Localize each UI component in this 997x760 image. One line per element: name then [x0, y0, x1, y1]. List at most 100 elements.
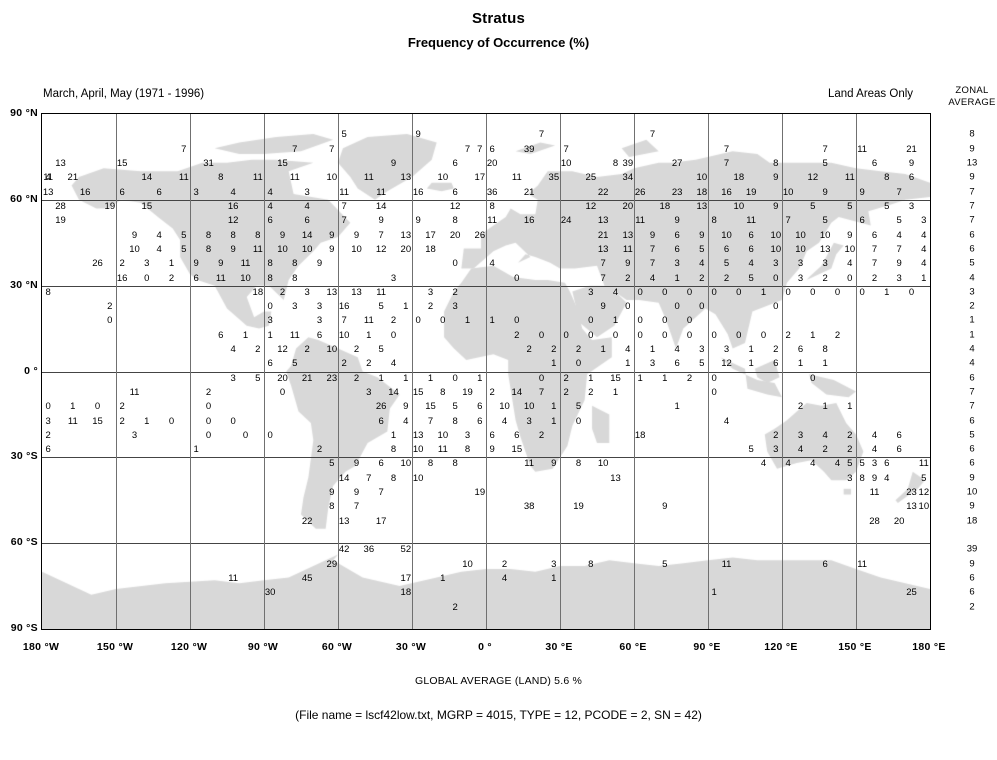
grid-cell-value: 10 — [733, 200, 745, 212]
grid-cell-value: 0 — [637, 286, 643, 298]
grid-cell-value: 10 — [240, 272, 251, 284]
grid-cell-value: 14 — [375, 200, 387, 212]
grid-cell-value: 2 — [341, 358, 347, 370]
grid-cell-value: 3 — [649, 358, 656, 370]
grid-cell-value: 4 — [304, 200, 310, 212]
page-title: Stratus — [471, 10, 526, 27]
grid-cell-value: 1 — [748, 344, 754, 356]
grid-cell-value: 8 — [218, 172, 224, 184]
grid-cell-value: 4 — [501, 415, 508, 427]
cell-values-layer: 5 9 7 7 7 7 7 7 7 11 7 7 21 7 6 39 15 31 15 9 6 39 27 20 10 8 7 8 5 6… — [42, 114, 930, 629]
grid-cell-value: 5 — [699, 243, 705, 255]
grid-cell-value: 0 — [859, 286, 865, 298]
grid-cell-value: 13 — [55, 158, 66, 170]
grid-cell-value: 9 — [378, 215, 384, 227]
grid-cell-value: 9 — [353, 229, 360, 241]
grid-cell-value: 11 — [363, 315, 374, 327]
grid-cell-value: 7 — [378, 487, 384, 499]
grid-cell-value: 9 — [625, 258, 631, 270]
grid-cell-value: 8 — [390, 444, 397, 456]
grid-cell-value: 11 — [857, 143, 868, 155]
grid-cell-value: 0 — [834, 286, 841, 298]
grid-cell-value: 11 — [178, 172, 189, 184]
grid-cell-value: 3 — [699, 344, 705, 356]
latitude-tick-label: 30 °N — [10, 278, 38, 291]
zonal-average-value: 1 — [969, 314, 975, 326]
grid-cell-value: 1 — [366, 329, 372, 341]
grid-cell-value: 3 — [797, 272, 804, 284]
grid-cell-value: 0 — [144, 272, 150, 284]
grid-cell-value: 0 — [662, 286, 668, 298]
grid-cell-value: 2 — [119, 401, 125, 413]
grid-cell-value: 11 — [746, 215, 757, 227]
grid-cell-value: 4 — [267, 186, 273, 198]
grid-cell-value: 7 — [723, 158, 730, 170]
grid-cell-value: 5 — [378, 344, 384, 356]
grid-cell-value: 6 — [489, 429, 495, 441]
grid-cell-value: 8 — [575, 458, 582, 470]
grid-cell-value: 1 — [551, 358, 557, 370]
grid-cell-value: 9 — [600, 301, 606, 313]
grid-cell-value: 19 — [474, 487, 486, 499]
grid-cell-value: 10 — [795, 243, 806, 255]
grid-cell-value: 36 — [363, 544, 375, 556]
grid-cell-value: 1 — [884, 286, 890, 298]
grid-cell-value: 0 — [267, 301, 273, 313]
grid-cell-value: 13 — [412, 429, 424, 441]
grid-cell-value: 2 — [625, 272, 631, 284]
grid-cell-value: 6 — [477, 401, 483, 413]
grid-cell-value: 11 — [252, 172, 263, 184]
zonal-average-value: 9 — [969, 558, 975, 570]
grid-cell-value: 4 — [884, 472, 890, 484]
grid-cell-value: 7 — [871, 258, 878, 270]
grid-cell-value: 3 — [131, 429, 138, 441]
grid-cell-value: 18 — [425, 243, 436, 255]
grid-cell-value: 0 — [711, 329, 717, 341]
grid-cell-value: 0 — [686, 286, 693, 298]
grid-cell-value: 11 — [524, 458, 535, 470]
grid-cell-value: 1 — [588, 372, 594, 384]
grid-cell-value: 7 — [353, 501, 360, 513]
grid-cell-value: 12 — [375, 243, 387, 255]
grid-cell-value: 2 — [107, 301, 113, 313]
grid-cell-value: 20 — [449, 229, 461, 241]
grid-cell-value: 2 — [797, 401, 804, 413]
grid-cell-value: 52 — [400, 544, 412, 556]
grid-cell-value: 2 — [119, 258, 125, 270]
grid-cell-value: 8 — [329, 501, 335, 513]
grid-cell-value: 10 — [560, 158, 572, 170]
grid-cell-value: 9 — [193, 258, 199, 270]
grid-cell-value: 5 — [896, 215, 902, 227]
grid-cell-value: 7 — [292, 143, 298, 155]
grid-cell-value: 2 — [785, 329, 791, 341]
grid-cell-value: 4 — [612, 286, 619, 298]
grid-cell-value: 8 — [773, 158, 779, 170]
grid-cell-value: 4 — [822, 429, 828, 441]
grid-cell-value: 1 — [551, 401, 557, 413]
zonal-average-value: 6 — [969, 415, 975, 427]
world-map-grid[interactable]: 5 9 7 7 7 7 7 7 7 11 7 7 21 7 6 39 15 31 15 9 6 39 27 20 10 8 7 8 5 6… — [41, 113, 931, 630]
grid-cell-value: 10 — [795, 229, 806, 241]
grid-cell-value: 8 — [440, 386, 446, 398]
zonal-average-value: 7 — [969, 200, 975, 212]
grid-cell-value: 6 — [514, 429, 520, 441]
grid-cell-value: 0 — [773, 301, 779, 313]
zonal-average-value: 4 — [969, 357, 975, 369]
grid-cell-value: 0 — [810, 286, 816, 298]
grid-cell-value: 0 — [94, 401, 101, 413]
grid-cell-value: 16 — [412, 186, 424, 198]
grid-cell-value: 15 — [141, 200, 153, 212]
zonal-average-value: 6 — [969, 586, 975, 598]
grid-cell-value: 0 — [267, 429, 273, 441]
grid-cell-value: 6 — [119, 186, 125, 198]
grid-cell-value: 10 — [918, 501, 930, 513]
grid-cell-value: 1 — [748, 358, 754, 370]
grid-cell-value: 5 — [292, 358, 298, 370]
longitude-tick-label: 120 °E — [764, 641, 798, 653]
grid-cell-value: 0 — [575, 358, 582, 370]
grid-cell-value: 1 — [600, 344, 606, 356]
grid-cell-value: 2 — [279, 286, 286, 298]
grid-cell-value: 8 — [292, 258, 298, 270]
grid-cell-value: 1 — [674, 272, 680, 284]
grid-cell-value: 2 — [538, 429, 545, 441]
